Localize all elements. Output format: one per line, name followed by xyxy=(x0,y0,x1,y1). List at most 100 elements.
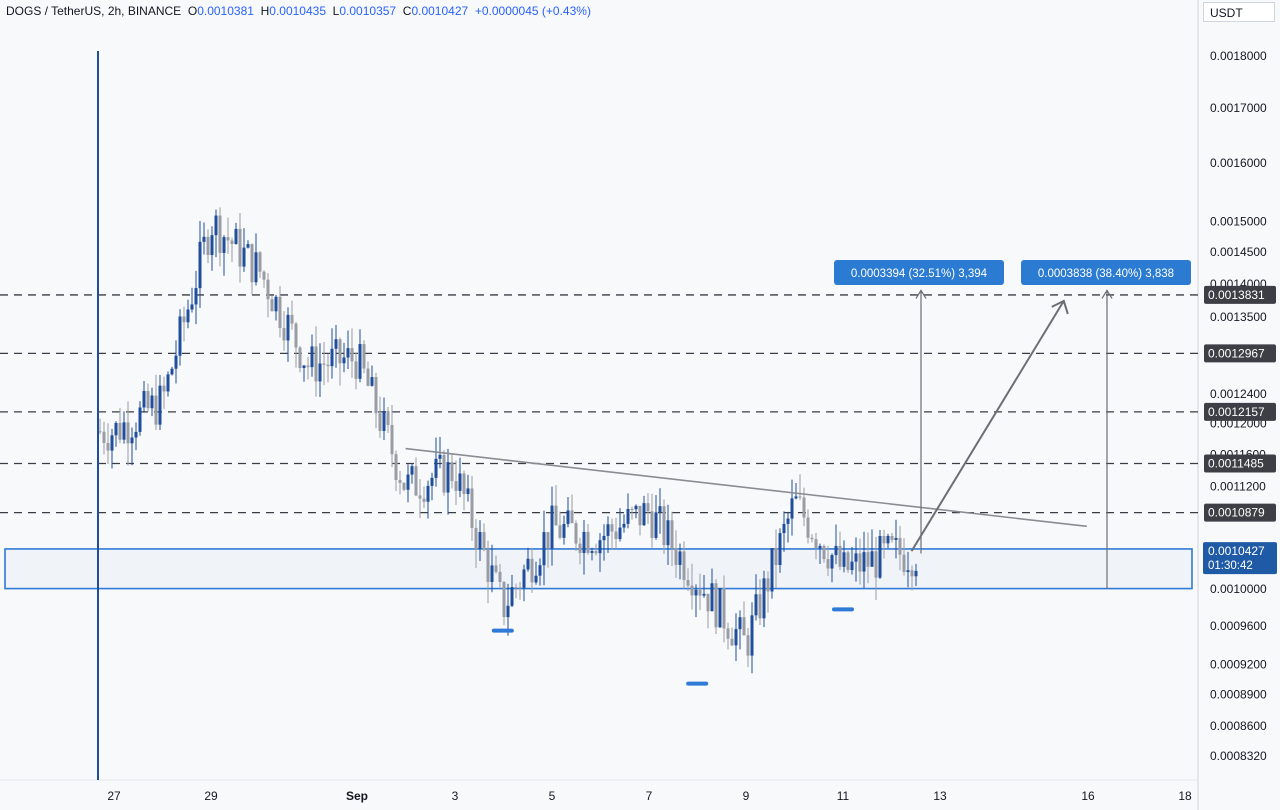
candle-body xyxy=(250,244,254,283)
candle-body xyxy=(638,505,642,526)
candle-body xyxy=(302,365,306,369)
candle-body xyxy=(902,554,906,572)
candle-body xyxy=(434,458,438,478)
candle-body xyxy=(790,498,794,519)
candle-body xyxy=(226,237,230,241)
candle-body xyxy=(294,323,298,348)
candle-body xyxy=(182,316,186,323)
candle-body xyxy=(338,339,342,364)
y-tick-label: 0.0017000 xyxy=(1210,101,1267,115)
close-value: 0.0010427 xyxy=(411,4,469,18)
candle-body xyxy=(910,570,914,577)
candle-body xyxy=(754,594,758,616)
symbol-header: DOGS / TetherUS, 2h, BINANCE O0.0010381 … xyxy=(6,4,591,18)
candle-body xyxy=(98,431,102,433)
close-label: C xyxy=(402,4,412,18)
countdown-label: 01:30:42 xyxy=(1208,560,1253,572)
candle-body xyxy=(350,348,354,362)
candle-body xyxy=(838,545,842,567)
candle-body xyxy=(726,628,730,639)
candle-body xyxy=(310,346,314,368)
candle-body xyxy=(374,377,378,414)
candle-body xyxy=(742,617,746,636)
candle-body xyxy=(774,548,778,566)
low-marker xyxy=(832,607,854,612)
candle-body xyxy=(906,570,910,572)
level-price-label: 0.0010879 xyxy=(1208,506,1265,520)
candle-body xyxy=(494,565,498,572)
open-value: 0.0010381 xyxy=(197,4,254,18)
candle-body xyxy=(646,503,650,512)
candle-body xyxy=(358,344,362,379)
level-price-tag xyxy=(1204,402,1276,421)
open-label: O xyxy=(187,4,198,18)
candle-body xyxy=(642,503,646,526)
candle-body xyxy=(242,247,246,267)
candle-body xyxy=(306,365,310,368)
level-price-label: 0.0013831 xyxy=(1208,288,1265,302)
x-tick-label: 18 xyxy=(1178,789,1192,803)
symbol-name[interactable]: DOGS / TetherUS, 2h, BINANCE xyxy=(6,4,182,18)
candle-body xyxy=(798,496,802,498)
candle-body xyxy=(526,558,530,570)
measure-callout xyxy=(1021,260,1191,285)
candle-body xyxy=(458,473,462,491)
candle-body xyxy=(734,629,738,646)
candle-body xyxy=(274,296,278,312)
candle-body xyxy=(794,496,798,499)
low-marker xyxy=(686,681,709,686)
candle-body xyxy=(698,589,702,596)
candle-body xyxy=(814,539,818,549)
x-tick-label: 27 xyxy=(107,789,121,803)
candle-body xyxy=(370,377,374,386)
candle-body xyxy=(330,348,334,367)
candle-body xyxy=(354,361,358,379)
level-price-tag xyxy=(1204,454,1276,473)
candle-body xyxy=(610,524,614,532)
currency-button[interactable]: USDT xyxy=(1203,2,1275,22)
candle-body xyxy=(474,527,478,549)
last-price-label: 0.0010427 xyxy=(1208,544,1265,558)
candle-body xyxy=(470,488,474,528)
candle-body xyxy=(666,520,670,546)
candle-body xyxy=(630,508,634,510)
candle-body xyxy=(898,537,902,555)
candle-body xyxy=(598,540,602,554)
candle-body xyxy=(718,588,722,628)
candle-body xyxy=(402,482,406,490)
candle-body xyxy=(150,395,154,409)
candle-body xyxy=(426,485,430,502)
candle-body xyxy=(746,635,750,656)
candle-body xyxy=(730,638,734,646)
candle-body xyxy=(618,527,622,540)
candle-body xyxy=(686,579,690,586)
y-tick-label: 0.0011200 xyxy=(1210,479,1266,493)
candle-body xyxy=(514,587,518,589)
candle-body xyxy=(874,551,878,578)
y-tick-label: 0.0008600 xyxy=(1210,719,1267,733)
candle-body xyxy=(562,523,566,538)
candle-body xyxy=(594,551,598,554)
candle-body xyxy=(886,535,890,544)
candle-body xyxy=(254,252,258,283)
x-tick-label: 5 xyxy=(549,789,556,803)
candle-body xyxy=(142,391,146,408)
candle-body xyxy=(398,479,402,483)
candle-body xyxy=(722,588,726,629)
candle-body xyxy=(314,346,318,382)
candle-body xyxy=(390,424,394,455)
candle-body xyxy=(822,545,826,560)
candle-body xyxy=(462,473,466,494)
candle-body xyxy=(622,523,626,528)
candle-body xyxy=(762,578,766,619)
candle-body xyxy=(490,565,494,582)
candle-body xyxy=(702,593,706,596)
candle-body xyxy=(278,296,282,329)
candle-body xyxy=(606,524,610,536)
candle-body xyxy=(102,431,106,443)
level-price-tag xyxy=(1204,285,1276,304)
candle-body xyxy=(154,395,158,425)
descending-trendline xyxy=(405,447,1087,528)
